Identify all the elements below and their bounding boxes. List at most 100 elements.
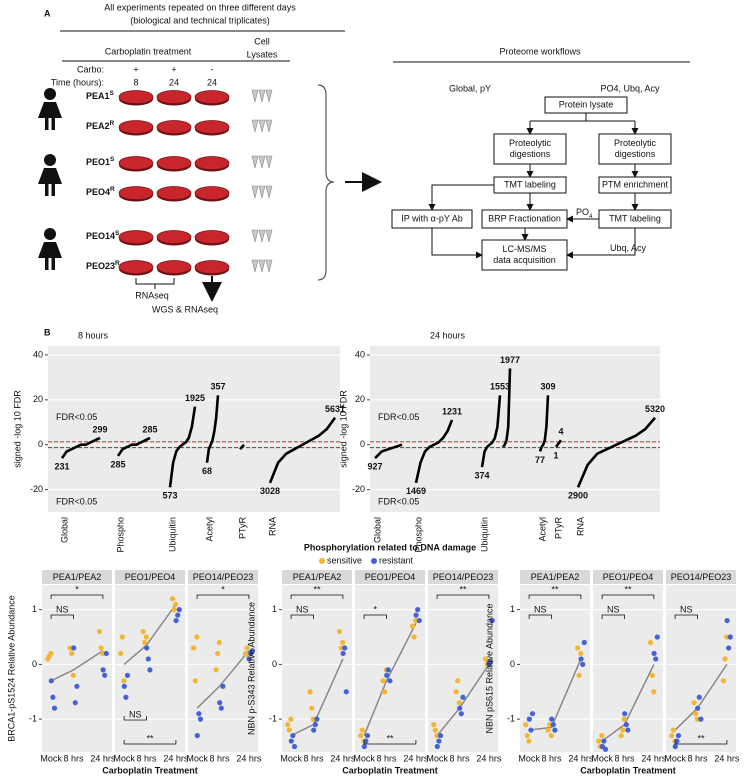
data-point — [364, 732, 371, 739]
data-point — [98, 645, 104, 651]
data-point — [523, 722, 529, 728]
data-point — [124, 672, 131, 678]
data-point — [100, 650, 106, 657]
significance-bracket — [674, 740, 728, 745]
x-tick-label: 8 hrs — [687, 753, 708, 763]
data-point — [310, 716, 316, 722]
trend-line — [123, 603, 177, 665]
data-point — [581, 639, 587, 646]
significance-label: ** — [551, 584, 559, 594]
data-point — [215, 650, 221, 657]
significance-label: NS — [534, 604, 547, 614]
tube-icon — [265, 155, 273, 169]
data-point — [69, 650, 75, 657]
data-point — [121, 678, 127, 684]
x-tick-label: 8 hrs — [303, 753, 324, 763]
brace — [317, 84, 335, 281]
data-point — [649, 672, 655, 678]
tube-icon — [251, 155, 259, 169]
significance-label: ** — [697, 733, 705, 743]
data-point — [416, 617, 422, 624]
data-point — [409, 623, 416, 629]
data-point — [456, 700, 462, 706]
tube-icon — [265, 185, 273, 199]
data-point — [387, 678, 393, 684]
up-count: 4 — [558, 427, 563, 437]
data-point — [724, 634, 730, 640]
significance-bracket — [50, 614, 74, 619]
cell-line-name: PEO1 — [86, 157, 110, 167]
person-icon-leg — [51, 184, 55, 196]
tube-icon — [251, 89, 259, 103]
x-tick-label: 24 hrs — [568, 753, 594, 763]
data-point — [175, 612, 181, 618]
up-count: 285 — [142, 424, 157, 434]
data-point — [675, 732, 682, 739]
data-point — [434, 743, 440, 750]
facet-label: PEO1/PEO4 — [125, 572, 176, 582]
data-point — [488, 659, 494, 665]
data-point — [618, 732, 624, 739]
significance-bracket — [528, 614, 552, 619]
data-point — [218, 705, 224, 711]
data-point — [654, 634, 660, 640]
data-point — [291, 743, 298, 750]
significance-bracket — [363, 740, 417, 745]
data-point — [524, 732, 530, 739]
dish — [118, 230, 154, 244]
chart-title: Phosphorylation related to DNA damage — [304, 542, 476, 552]
data-point — [601, 738, 607, 744]
facet-strip — [282, 570, 352, 584]
significance-label: * — [221, 584, 225, 594]
time-label: 8 — [133, 77, 138, 87]
y-tick-label: 0 — [38, 439, 43, 449]
person-icon-body — [38, 168, 62, 184]
data-point — [312, 722, 318, 728]
data-point — [363, 738, 369, 744]
significance-bracket — [290, 614, 314, 619]
data-point — [249, 648, 255, 654]
y-axis-label: NBN pS615 Relative Abundance — [484, 603, 494, 733]
data-point — [455, 678, 461, 684]
data-point — [194, 732, 200, 739]
workflow-title: Proteome workflows — [499, 46, 581, 56]
tube-icon — [258, 155, 266, 169]
data-point — [196, 711, 202, 717]
chart-title: 8 hours — [78, 330, 109, 340]
workflow-box-label: Protein lysate — [559, 99, 614, 109]
workflow-box-label: LC-MS/MS — [502, 244, 546, 254]
person-icon-leg — [51, 258, 55, 270]
workflow-box-label: digestions — [510, 149, 551, 159]
x-tick-label: Acetyl — [204, 517, 214, 542]
rank-curve — [168, 406, 197, 488]
trend-line — [196, 650, 250, 709]
rank-curve — [501, 368, 512, 448]
up-count: 357 — [210, 382, 225, 392]
x-tick-label: Global — [59, 517, 69, 543]
plot-background — [42, 585, 112, 752]
dish — [156, 156, 192, 170]
data-point — [340, 650, 346, 657]
data-point — [246, 656, 252, 662]
rank-curve — [554, 439, 563, 448]
x-tick-label: 24 hrs — [163, 753, 189, 763]
tube-icon — [251, 229, 259, 243]
data-point — [602, 746, 609, 752]
section-title: Cell — [254, 36, 270, 46]
workflow-box — [481, 209, 568, 229]
x-axis-label: Carboplatin Treatment — [102, 765, 198, 775]
data-point — [51, 705, 58, 711]
workflow-arrow — [431, 228, 483, 259]
threshold-label: FDR<0.05 — [378, 496, 419, 506]
x-tick-label: 8 hrs — [376, 753, 397, 763]
dish — [194, 90, 230, 104]
data-point — [140, 628, 146, 635]
workflow-box-label: PTM enrichment — [602, 179, 669, 189]
workflow-box-label: Proteolytic — [614, 138, 657, 148]
y-tick-label: -1 — [507, 714, 515, 724]
workflow-box — [481, 239, 568, 271]
data-point — [413, 612, 419, 618]
y-tick-label: 1 — [272, 604, 277, 614]
